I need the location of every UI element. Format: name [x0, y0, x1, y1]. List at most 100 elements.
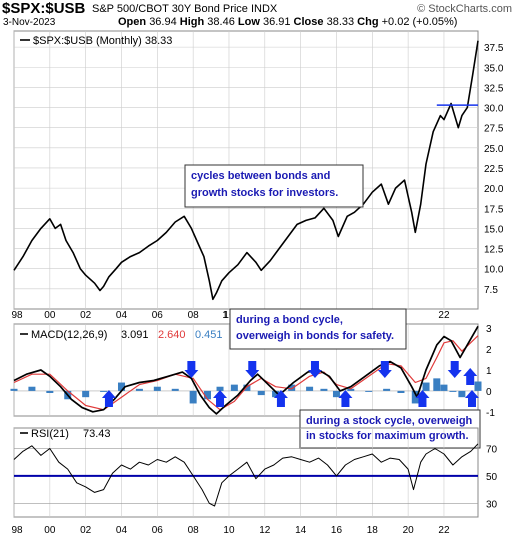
macd-histogram-bar [272, 390, 280, 398]
rsi-x-tick-label: 08 [188, 525, 200, 536]
bond-cycle-arrow-icon-shape [245, 361, 260, 378]
rsi-x-tick-label: 02 [80, 525, 92, 536]
macd-histogram-bar [320, 388, 328, 391]
macd-histogram-bar [422, 382, 430, 391]
bond-cycle-arrow-icon-shape [184, 361, 199, 378]
chg-label: Chg [357, 16, 379, 28]
macd-stock-annotation-box [299, 409, 481, 449]
buy-stock-cycle-arrow-icon-shape [338, 390, 353, 407]
buy-stock-cycle-arrow-icon [101, 390, 116, 407]
buy-stock-cycle-arrow-icon [213, 390, 228, 407]
buy-stock-cycle-arrow-icon [463, 368, 478, 385]
price-annotation-text: cycles between bonds and [191, 170, 330, 182]
open-value: 36.94 [149, 16, 177, 28]
buy-stock-cycle-arrow-icon-shape [213, 390, 228, 407]
macd-bond-annotation-text: overweigh in bonds for safety. [236, 330, 394, 342]
buy-stock-cycle-arrow-icon [465, 390, 479, 407]
macd-signal-value: 2.640 [158, 329, 186, 341]
macd-histogram-bar [230, 384, 238, 391]
rsi-y-tick-label: 30 [486, 499, 498, 510]
macd-histogram-bar [10, 388, 18, 391]
macd-line [13, 325, 479, 415]
macd-histogram-bar [458, 390, 466, 398]
rsi-x-tick-label: 16 [331, 525, 343, 536]
price-x-tick-label: 08 [188, 310, 200, 321]
rsi-legend-value: 73.43 [83, 428, 111, 440]
rsi-line [13, 443, 479, 507]
macd-histogram-bar [100, 390, 108, 392]
price-series-line [13, 40, 479, 301]
rsi-x-tick-label: 14 [295, 525, 307, 536]
macd-y-tick-label: -1 [486, 408, 495, 419]
rsi-x-tick-label: 00 [44, 525, 56, 536]
price-legend-label: $SPX:$USB (Monthly) 38.33 [33, 35, 172, 47]
low-value: 36.91 [262, 16, 291, 28]
macd-histogram-value: 0.451 [195, 329, 223, 341]
macd-legend-value: 3.091 [121, 329, 149, 341]
price-x-tick-label: 06 [152, 310, 164, 321]
macd-y-tick-label: 3 [486, 324, 492, 335]
price-x-tick-label: 1 [222, 310, 228, 321]
bond-cycle-arrow-icon-shape [447, 361, 462, 378]
buy-stock-cycle-arrow-icon [415, 390, 430, 407]
rsi-legend-label: RSI(21) [31, 428, 69, 440]
buy-stock-cycle-arrow-icon [338, 390, 353, 407]
price-annotation-text: growth stocks for investors. [191, 187, 338, 199]
price-y-tick-label: 17.5 [484, 204, 504, 215]
price-annotation-box [184, 164, 364, 208]
buy-stock-cycle-arrow-icon [273, 390, 288, 407]
macd-y-tick-label: 2 [486, 345, 492, 356]
rsi-x-tick-label: 06 [152, 525, 164, 536]
price-y-tick-label: 10.0 [484, 265, 504, 276]
rsi-x-tick-label: 20 [403, 525, 415, 536]
buy-stock-cycle-arrow-icon-shape [465, 390, 479, 407]
bond-cycle-arrow-icon [377, 361, 392, 378]
bond-cycle-arrow-icon-shape [377, 361, 392, 378]
price-y-tick-label: 32.5 [484, 83, 504, 94]
close-label: Close [293, 16, 324, 28]
price-y-tick-label: 37.5 [484, 43, 504, 54]
open-label: Open [118, 16, 147, 28]
macd-bond-annotation-box [229, 308, 407, 350]
macd-histogram-bar [203, 390, 211, 400]
rsi-x-tick-label: 98 [11, 525, 23, 536]
brand-label: © StockCharts.com [417, 3, 512, 15]
macd-histogram-bar [82, 390, 90, 398]
macd-histogram-bar [306, 386, 314, 391]
high-value: 38.46 [207, 16, 235, 28]
price-x-tick-label: 22 [438, 310, 450, 321]
macd-y-tick-label: 0 [486, 387, 492, 398]
rsi-y-tick-label: 70 [486, 445, 498, 456]
price-y-tick-label: 7.5 [484, 285, 498, 296]
macd-stock-annotation-text: during a stock cycle, overweigh [306, 415, 473, 427]
macd-histogram-bar [171, 388, 179, 391]
bond-cycle-arrow-icon [307, 361, 322, 378]
macd-histogram-bar [46, 390, 54, 393]
macd-histogram-bar [449, 390, 457, 392]
rsi-y-tick-label: 50 [486, 472, 498, 483]
close-value: 38.33 [326, 16, 355, 28]
macd-y-tick-label: 1 [486, 366, 492, 377]
macd-histogram-bar [383, 388, 391, 391]
macd-histogram-bar [243, 384, 251, 391]
symbol-title: $SPX:$USB [2, 0, 86, 17]
buy-stock-cycle-arrow-icon-shape [101, 390, 116, 407]
macd-histogram-bar [257, 390, 265, 396]
price-y-tick-label: 27.5 [484, 124, 504, 135]
price-x-tick-label: 02 [80, 310, 92, 321]
rsi-x-tick-label: 22 [438, 525, 450, 536]
price-x-tick-label: 10 [223, 310, 235, 321]
bond-cycle-arrow-icon [447, 361, 462, 378]
price-y-tick-label: 12.5 [484, 245, 504, 256]
macd-histogram-bar [135, 388, 143, 391]
macd-stock-annotation-text: in stocks for maximum growth. [306, 430, 469, 442]
high-label: High [179, 16, 205, 28]
symbol-description: S&P 500/CBOT 30Y Bond Price INDX [92, 3, 278, 15]
price-y-tick-label: 30.0 [484, 104, 504, 115]
macd-histogram-bar [365, 390, 373, 392]
chg-value: +0.02 (+0.05%) [381, 16, 458, 28]
price-y-tick-label: 35.0 [484, 63, 504, 74]
macd-histogram-bar [28, 386, 36, 391]
price-y-tick-label: 25.0 [484, 144, 504, 155]
